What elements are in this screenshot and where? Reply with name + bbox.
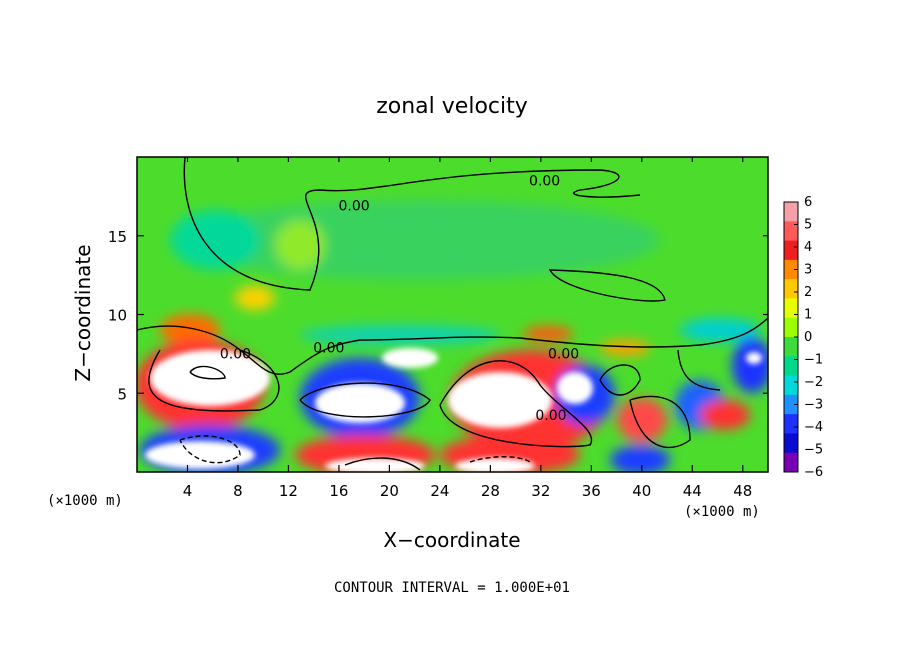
colorbar-tick-label: −5 — [804, 443, 823, 458]
colorbar-segment — [784, 433, 798, 454]
x-tick-label: 20 — [380, 482, 399, 500]
x-tick-label: 16 — [329, 482, 348, 500]
colorbar-tick-label: 0 — [804, 330, 812, 345]
colorbar-tick-label: 3 — [804, 263, 812, 278]
contour-label: 0.00 — [529, 173, 560, 189]
colorbar-tick-label: 6 — [804, 195, 812, 210]
colorbar-segment — [784, 414, 798, 434]
colorbar-segment — [784, 279, 798, 299]
colorbar-tick-label: 1 — [804, 308, 812, 323]
contour-labels: 0.00 0.00 0.00 0.00 0.00 0.00 — [220, 173, 579, 424]
x-tick-label: 24 — [430, 482, 449, 500]
contour-interval-footer: CONTOUR INTERVAL = 1.000E+01 — [334, 580, 570, 596]
colorbar: 6 5 4 3 2 1 0 −1 −2 −3 −4 −5 −6 — [783, 195, 823, 480]
x-axis-ticks: 4 8 12 16 20 24 28 32 36 40 44 48 — [183, 157, 752, 500]
colorbar-segment — [784, 259, 798, 280]
colorbar-tick-label: −4 — [804, 420, 823, 435]
y-tick-label: 15 — [108, 228, 127, 246]
x-unit-left: (×1000 m) — [47, 493, 123, 509]
x-tick-label: 12 — [279, 482, 298, 500]
colorbar-tick-label: 2 — [804, 285, 812, 300]
colorbar-tick-label: −2 — [804, 375, 823, 390]
contour-label: 0.00 — [313, 340, 344, 356]
colorbar-tick-label: 4 — [804, 240, 812, 255]
colorbar-segment — [784, 452, 798, 473]
colorbar-tick-label: −1 — [804, 353, 823, 368]
colorbar-segment — [784, 394, 798, 415]
contour-label: 0.00 — [548, 347, 579, 363]
y-tick-label: 10 — [108, 307, 127, 325]
colorbar-segment — [784, 240, 798, 261]
colorbar-tick-label: −6 — [804, 465, 823, 480]
contour-label: 0.00 — [220, 347, 251, 363]
y-axis-label: Z−coordinate — [71, 244, 95, 381]
colorbar-tick-label: −3 — [804, 398, 823, 413]
heatmap-field — [137, 157, 768, 472]
x-tick-label: 4 — [183, 482, 193, 500]
y-tick-label: 5 — [117, 385, 127, 403]
x-tick-label: 36 — [582, 482, 601, 500]
colorbar-segment — [784, 202, 798, 222]
colorbar-segment — [784, 298, 798, 319]
x-tick-label: 48 — [733, 482, 752, 500]
x-tick-label: 40 — [632, 482, 651, 500]
contour-label: 0.00 — [338, 199, 369, 215]
colorbar-segment — [784, 375, 798, 396]
x-tick-label: 44 — [683, 482, 702, 500]
chart-title: zonal velocity — [376, 94, 528, 119]
colorbar-segment — [784, 317, 798, 338]
contour-label: 0.00 — [535, 408, 566, 424]
colorbar-tick-label: 5 — [804, 218, 812, 233]
y-axis-ticks: 5 10 15 — [108, 228, 768, 403]
colorbar-segment — [784, 356, 798, 377]
x-axis-label: X−coordinate — [383, 528, 520, 552]
x-tick-label: 28 — [481, 482, 500, 500]
colorbar-segment — [784, 337, 798, 357]
x-tick-label: 32 — [531, 482, 550, 500]
x-unit-right: (×1000 m) — [684, 504, 760, 520]
x-tick-label: 8 — [233, 482, 243, 500]
colorbar-segment — [784, 221, 798, 242]
